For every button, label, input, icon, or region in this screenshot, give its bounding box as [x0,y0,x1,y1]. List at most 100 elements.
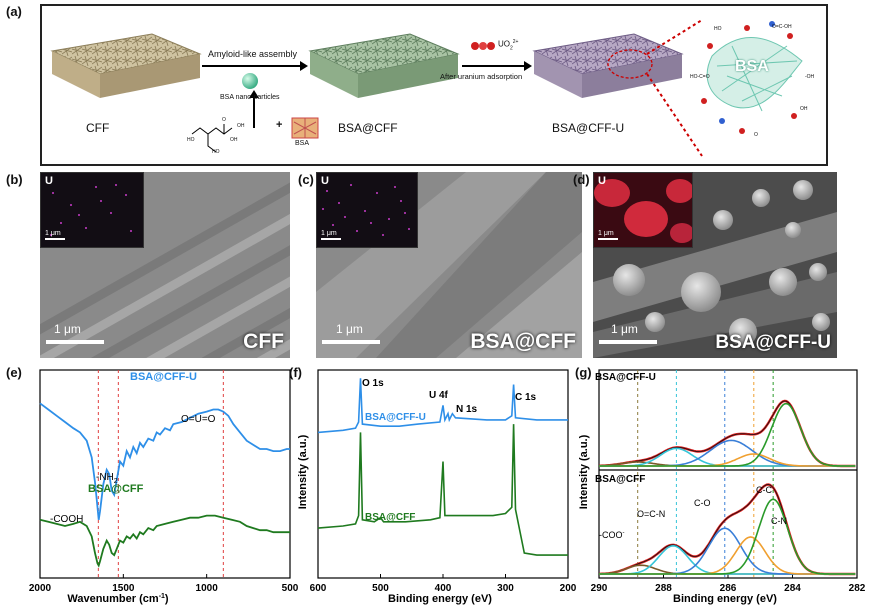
inset-element-bsa-cff: U [321,175,329,187]
molecule-text-2: OH [230,137,238,143]
c1s-xlabel: Binding energy (eV) [673,593,777,605]
bsa-cff-block [308,33,460,98]
c1s-annot-cn: C-N [771,516,787,526]
label-bsa-cff-u: BSA@CFF-U [552,121,625,135]
nanoparticle-label: BSA nano-particles [220,94,280,101]
ftir-series-1 [39,514,290,568]
scalebar-bsa-cff-u [599,340,657,344]
inset-element-cff: U [45,175,53,187]
ftir-series-0 [39,402,290,520]
molecule-text-3: O [222,117,226,123]
u-map-inset-bsa-cff-u: U 1 μm [593,172,694,248]
chart-c1s: 290 288 286 284 282 BSA@CFF-U BSA@CFF -COO- … [578,369,866,605]
label-cff: CFF [86,121,110,135]
inset-scale-cff: 1 μm [45,230,61,237]
panel-a-label: (a) [6,4,22,19]
scale-text-bsa-cff-u: 1 μm [611,322,638,336]
ftir-frame [39,369,291,579]
u-map-inset-cff: U 1 μm [40,172,144,248]
chart-ftir: 2000 1500 1000 500 BSA@CFF BSA@CFF-U O=U=O … [29,369,299,605]
xps-annot-u4f: U 4f [429,390,449,401]
sem-name-bsa-cff-u: BSA@CFF-U [715,332,831,353]
c1s-annot-coo: -COO- [599,530,625,540]
c1s-tick-label: 282 [849,583,866,594]
zoom-label-3: -OH [805,74,815,80]
panel-b-label: (b) [6,172,23,187]
molecule-text-1: HO [187,137,195,143]
c1s-annot-co: C-O [694,498,711,508]
ftir-annot-nh2: -NH2 [96,472,118,485]
zoom-circle [607,49,653,79]
sem-image-cff: U 1 μm 1 μm CFF [40,172,290,358]
ftir-tick-label: 500 [282,583,299,594]
sem-name-cff: CFF [243,330,284,353]
bsa-zoom-label: BSA [735,58,769,75]
xps-annot-c1s: C 1s [515,392,537,403]
ftir-legend-bsa-cff-u: BSA@CFF-U [130,371,197,383]
sem-image-bsa-cff-u: U 1 μm 1 μm BSA@CFF-U [593,172,837,358]
zoom-label-2: O=C-OH [772,24,792,30]
sem-image-bsa-cff: U 1 μm 1 μm BSA@CFF [316,172,582,358]
c1s-legend-bsa-cff: BSA@CFF [595,474,645,485]
scalebar-bsa-cff [322,340,380,344]
xps-tick-label: 500 [372,583,389,594]
bsa-small-label: BSA [295,140,310,147]
panel-c-label: (c) [298,172,314,187]
schematic-drawing [50,19,803,157]
c1s-tick-label: 286 [720,583,737,594]
inset-scalebar-bsa-cff-u [598,238,618,240]
xps-tick-label: 600 [310,583,327,594]
u-map-dots-cff [50,184,132,236]
zoom-label-4: HO [714,26,722,32]
xps-ylabel: Intensity (a.u.) [297,434,309,509]
xps-series-1 [317,424,568,556]
bsa-zoom-structure [706,37,803,112]
zoom-label-6: O [754,132,758,138]
inset-scale-bsa-cff-u: 1 μm [598,230,614,237]
cff-block [50,33,202,98]
c1s-annot-ocn: O=C-N [637,509,665,519]
ftir-annot-uranyl: O=U=O [181,414,216,425]
scalebar-cff [46,340,104,344]
molecule-text-5: OH [237,123,245,129]
bsa-zoom-sites [701,21,797,134]
c1s-component-0-4 [599,402,856,467]
plus-sign: + [276,119,283,131]
chart-xps-survey: 600 500 400 300 200 O 1s U 4f N 1s C 1s BSA@… [297,369,577,605]
panel-f-label: (f) [289,365,302,380]
inset-scale-bsa-cff: 1 μm [321,230,337,237]
u-map-dots-bsa-cff [322,184,410,236]
xps-legend-bsa-cff: BSA@CFF [365,512,415,523]
zoom-label-5: OH [800,106,808,112]
u-map-dots-bsa-cff-u [594,173,694,247]
sem-name-bsa-cff: BSA@CFF [470,330,576,353]
nanoparticle-sphere [242,73,258,89]
c1s-legend-bsa-cff-u: BSA@CFF-U [595,372,656,383]
uranyl-label: UO22+ [498,39,519,52]
schematic-panel: CFF BSA@CFF BSA@CFF-U Amyloid-like assem… [40,4,828,166]
inset-scalebar-cff [45,238,65,240]
c1s-tick-label: 288 [655,583,672,594]
assembly-label: Amyloid-like assembly [208,49,298,59]
ftir-annot-cooh: -COOH [50,514,83,525]
inset-scalebar-bsa-cff [321,238,341,240]
xps-tick-label: 300 [497,583,514,594]
xps-xlabel: Binding energy (eV) [388,593,492,605]
xps-legend-bsa-cff-u: BSA@CFF-U [365,412,426,423]
c1s-ylabel: Intensity (a.u.) [578,434,590,509]
xps-annot-n1s: N 1s [456,404,478,415]
ftir-tick-label: 1500 [112,583,135,594]
bsa-cff-u-block [532,33,684,98]
panel-d-label: (d) [573,172,590,187]
scale-text-bsa-cff: 1 μm [336,322,363,336]
scale-text-cff: 1 μm [54,322,81,336]
panel-e-label: (e) [6,365,22,380]
inset-element-bsa-cff-u: U [598,175,606,187]
label-bsa-cff: BSA@CFF [338,121,398,135]
molecule-text-4: HO [212,149,220,155]
adsorption-label: After uranium adsorption [440,72,523,81]
c1s-annot-cc: C-C [756,485,772,495]
c1s-tick-label: 290 [591,583,608,594]
xps-series-0 [317,378,568,434]
ftir-tick-label: 1000 [196,583,219,594]
